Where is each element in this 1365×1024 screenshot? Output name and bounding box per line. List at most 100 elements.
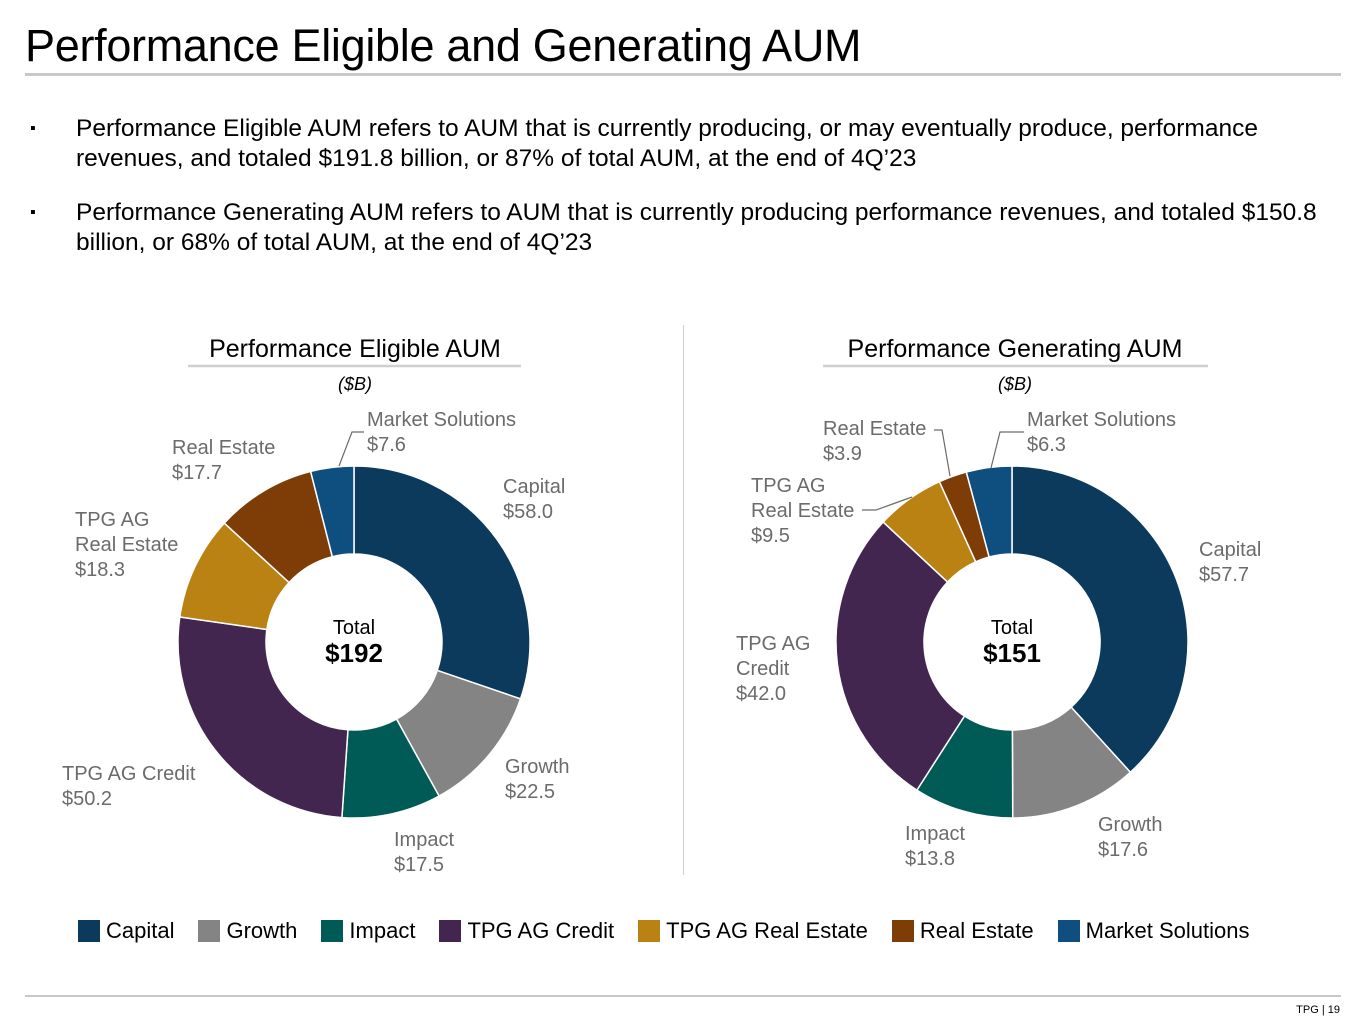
legend-swatch — [638, 920, 661, 942]
data-label-line: TPG AG — [75, 509, 149, 531]
data-label-growth: Growth $22.5 — [505, 756, 569, 803]
bullet-item: ▪ Performance Generating AUM refers to A… — [30, 198, 1340, 258]
data-label-tpg-ag-real-estate: TPG AG Real Estate $18.3 — [75, 509, 178, 581]
chart-divider — [683, 325, 684, 875]
data-label-line: $18.3 — [75, 559, 125, 581]
legend-item-capital: Capital — [78, 918, 174, 944]
data-label-line: $7.6 — [367, 434, 406, 456]
donut-slice-capital — [1011, 465, 1189, 774]
legend-swatch — [198, 920, 221, 942]
data-label-tpg-ag-credit: TPG AG Credit $42.0 — [736, 633, 810, 705]
data-label-line: Real Estate — [75, 534, 178, 556]
footer-rule — [25, 995, 1341, 997]
data-label-line: $17.7 — [172, 462, 222, 484]
data-label-line: TPG AG — [736, 633, 810, 655]
chart-subtitle: ($B) — [338, 374, 372, 394]
data-label-tpg-ag-real-estate: TPG AG Real Estate $9.5 — [751, 475, 854, 547]
legend-item-tpg-ag-real-estate: TPG AG Real Estate — [638, 918, 868, 944]
bullet-marker: ▪ — [30, 120, 36, 137]
data-label-capital: Capital $57.7 — [1199, 539, 1261, 586]
bullet-text: Performance Generating AUM refers to AUM… — [76, 199, 1317, 256]
leader-line-market-solutions — [338, 431, 364, 467]
data-label-line: Market Solutions — [367, 409, 516, 431]
data-label-line: $6.3 — [1027, 434, 1066, 456]
data-label-market-solutions: Market Solutions $6.3 — [1027, 409, 1176, 456]
donut-chart-performance-generating: Performance Generating AUM ($B) Total$151 C… — [736, 335, 1261, 870]
data-label-impact: Impact $13.8 — [905, 823, 965, 870]
legend-item-market-solutions: Market Solutions — [1057, 918, 1250, 944]
legend-swatch — [78, 920, 100, 942]
data-label-line: TPG AG Credit — [62, 763, 196, 785]
data-label-line: $9.5 — [751, 525, 790, 547]
donut-center-value: $192 — [325, 638, 383, 668]
data-label-line: $50.2 — [62, 788, 112, 810]
leader-line-tpg-ag-real-estate — [862, 496, 913, 511]
leader-line-market-solutions — [990, 431, 1024, 469]
data-label-line: Real Estate — [823, 418, 926, 440]
legend-swatch — [1057, 920, 1080, 942]
legend-label: Capital — [106, 918, 175, 943]
leader-line-real-estate — [934, 429, 951, 477]
data-label-line: Impact — [394, 829, 454, 851]
legend-swatch — [321, 920, 344, 942]
data-label-tpg-ag-credit: TPG AG Credit $50.2 — [62, 763, 196, 810]
donut-slice-market-solutions — [965, 465, 1013, 558]
data-label-line: Market Solutions — [1027, 409, 1176, 431]
data-label-line: Real Estate — [751, 500, 854, 522]
legend-swatch — [439, 920, 462, 942]
page-footer: TPG | 19 — [1296, 1004, 1340, 1016]
data-label-capital: Capital $58.0 — [503, 476, 565, 523]
chart-legend: Capital Growth Impact TPG AG Credit TPG … — [78, 918, 1274, 944]
data-label-line: Growth — [505, 756, 569, 778]
bullet-item: ▪ Performance Eligible AUM refers to AUM… — [30, 114, 1340, 174]
donut-center-label: Total — [991, 617, 1033, 639]
donut-slice-tpg-ag-credit — [177, 616, 349, 819]
bullet-text: Performance Eligible AUM refers to AUM t… — [76, 115, 1258, 172]
data-label-market-solutions: Market Solutions $7.6 — [367, 409, 516, 456]
bullet-marker: ▪ — [30, 204, 36, 221]
data-label-line: Real Estate — [172, 437, 275, 459]
legend-label: Real Estate — [919, 918, 1034, 943]
data-label-line: $13.8 — [905, 848, 955, 870]
chart-title: Performance Eligible AUM — [209, 335, 501, 363]
donut-center-value: $151 — [983, 638, 1041, 668]
data-label-line: Capital — [503, 476, 565, 498]
legend-label: Market Solutions — [1085, 918, 1250, 943]
legend-item-real-estate: Real Estate — [891, 918, 1034, 944]
legend-label: Growth — [226, 918, 298, 943]
data-label-line: TPG AG — [751, 475, 825, 497]
chart-subtitle: ($B) — [998, 374, 1032, 394]
chart-title: Performance Generating AUM — [848, 335, 1183, 363]
data-label-line: $3.9 — [823, 443, 862, 465]
data-label-line: $17.5 — [394, 854, 444, 876]
data-label-line: Capital — [1199, 539, 1261, 561]
title-rule — [25, 73, 1341, 76]
donut-center-label: Total — [333, 617, 375, 639]
legend-label: Impact — [349, 918, 416, 943]
page-title: Performance Eligible and Generating AUM — [25, 20, 862, 71]
donut-slice-capital — [353, 465, 531, 700]
data-label-impact: Impact $17.5 — [394, 829, 454, 876]
data-label-line: Impact — [905, 823, 965, 845]
data-label-line: $17.6 — [1098, 839, 1148, 861]
data-label-real-estate: Real Estate $17.7 — [172, 437, 275, 484]
data-label-line: $42.0 — [736, 683, 786, 705]
donut-slice-tpg-ag-credit — [835, 520, 966, 792]
legend-item-tpg-ag-credit: TPG AG Credit — [439, 918, 614, 944]
data-label-line: $57.7 — [1199, 564, 1249, 586]
data-label-real-estate: Real Estate $3.9 — [823, 418, 926, 465]
legend-label: TPG AG Real Estate — [666, 918, 868, 943]
bullet-list: ▪ Performance Eligible AUM refers to AUM… — [30, 114, 1340, 282]
data-label-line: Growth — [1098, 814, 1162, 836]
legend-label: TPG AG Credit — [467, 918, 615, 943]
data-label-line: $58.0 — [503, 501, 553, 523]
legend-swatch — [891, 920, 914, 942]
legend-item-impact: Impact — [321, 918, 415, 944]
data-label-growth: Growth $17.6 — [1098, 814, 1162, 861]
legend-item-growth: Growth — [198, 918, 297, 944]
donut-chart-performance-eligible: Performance Eligible AUM ($B) Total$192 Cap… — [62, 335, 569, 876]
data-label-line: Credit — [736, 658, 790, 680]
data-label-line: $22.5 — [505, 781, 555, 803]
donut-slice-market-solutions — [309, 465, 355, 558]
